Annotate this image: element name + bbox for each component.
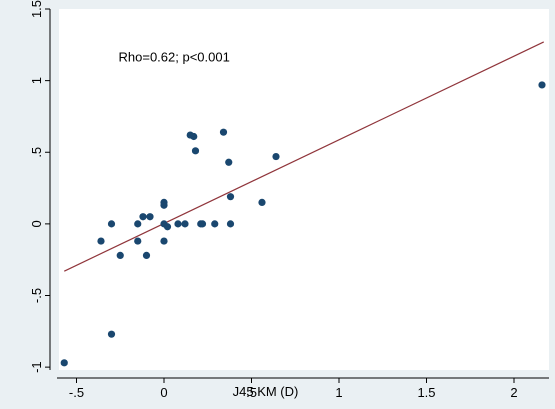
data-point — [139, 213, 147, 221]
x-tick-label: 2 — [510, 385, 517, 400]
x-tick-label: .5 — [246, 385, 257, 400]
data-point — [181, 220, 189, 228]
x-axis-title: J45 KM (D) — [233, 384, 299, 399]
x-tick-label: 1.5 — [417, 385, 435, 400]
data-point — [160, 237, 168, 245]
data-points — [60, 81, 546, 367]
y-tick-label: 1 — [29, 77, 44, 84]
data-point — [538, 81, 546, 89]
y-tick-label: -.5 — [29, 288, 44, 303]
x-tick-label: -.5 — [69, 385, 84, 400]
data-point — [60, 359, 68, 367]
axis-ticks: -.5 0 .5 1 1.5 2 -1 -.5 0 .5 1 1.5 — [29, 0, 518, 400]
data-point — [190, 132, 198, 141]
fit-line — [63, 41, 545, 272]
y-tick-label: .5 — [29, 147, 44, 158]
data-point — [219, 128, 228, 136]
y-tick-label: 0 — [29, 220, 44, 227]
data-point — [107, 330, 116, 338]
data-point — [160, 201, 168, 209]
data-point — [198, 220, 207, 228]
data-point — [272, 152, 280, 161]
rho-annotation: Rho=0.62; p<0.001 — [119, 49, 230, 64]
data-point — [146, 213, 154, 221]
data-point — [174, 220, 182, 228]
y-tick-label: 1.5 — [29, 0, 44, 18]
data-point — [107, 220, 116, 228]
x-tick-label: 0 — [160, 385, 167, 400]
data-point — [97, 237, 105, 245]
y-tick-label: -1 — [29, 361, 44, 373]
data-point — [258, 198, 266, 206]
data-point — [134, 220, 142, 228]
data-point — [134, 237, 142, 245]
data-point — [191, 147, 200, 155]
data-point — [142, 251, 151, 259]
data-point — [163, 223, 172, 231]
x-tick-label: 1 — [335, 385, 342, 400]
data-point — [116, 251, 124, 259]
data-point — [226, 220, 235, 228]
data-point — [226, 193, 235, 201]
data-point — [225, 158, 233, 166]
data-point — [211, 220, 219, 228]
plot-area — [59, 9, 549, 370]
